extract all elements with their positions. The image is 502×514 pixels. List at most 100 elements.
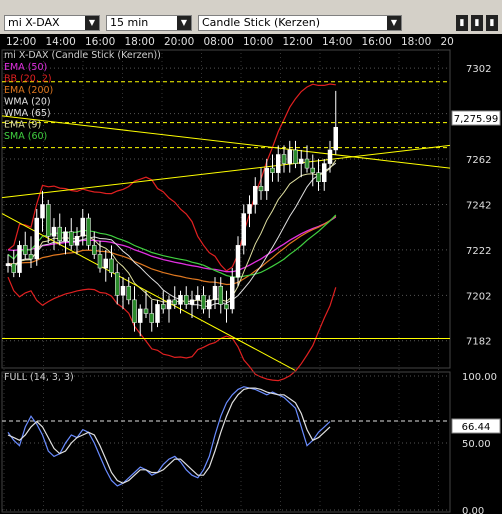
chevron-down-icon[interactable]: ▼ [177,16,191,30]
candle-body [230,276,235,310]
toolbar: mi X-DAX ▼ 15 min ▼ Candle Stick (Kerzen… [0,0,502,34]
legend-entry: SMA (60) [4,131,47,142]
down-trend-line [1,213,296,371]
legend-entry: EMA (200) [4,85,53,96]
candle-body [322,163,327,182]
candle-body [281,154,287,164]
stochastic-title: FULL (14, 3, 3) [4,372,74,383]
chevron-down-icon[interactable]: ▼ [387,16,401,30]
candle-body [201,295,206,310]
stochastic-grid [2,375,450,511]
candle-body [149,313,154,323]
candle-body [207,299,212,310]
candle-body [97,254,103,269]
bollinger-bands [7,83,337,382]
candle-body [63,231,68,242]
candle-body [40,204,45,219]
candle-body [103,258,108,269]
candle-body [28,254,34,260]
candle-body [5,263,11,267]
stochastic-panel: 100.00 50.00 0.00 FULL (14, 3, 3) 66.44 [1,371,501,514]
candle-body [287,149,292,164]
interval-select[interactable]: 15 min ▼ [106,15,192,31]
time-label: 20:00 [164,36,194,48]
candle-body [115,272,120,296]
time-label: 16:00 [85,36,115,48]
price-tick-label: 7242 [466,200,491,211]
candle-body [327,149,333,164]
chart-button-3[interactable]: ▮ [486,15,498,31]
candle-body [132,299,137,323]
instrument-select[interactable]: mi X-DAX ▼ [4,15,100,31]
time-label: 18:00 [125,36,155,48]
candle-body [270,167,275,173]
rising-trend-line [1,144,451,199]
time-label: 14:00 [322,36,352,48]
ema-50-line [7,216,337,273]
bb-upper-line [7,83,336,272]
candle-body [235,245,241,278]
candle-body [34,217,39,260]
time-label: 12:00 [283,36,313,48]
candles [5,90,338,337]
candle-body [310,167,315,173]
sma-60-line [7,214,337,278]
price-tick-label: 7182 [466,337,491,348]
last-price-label: 7,275.99 [454,114,499,125]
stochastic-tick-label: 50.00 [462,439,491,450]
candle-body [161,304,166,310]
price-tick-label: 7222 [466,246,491,257]
candle-body [333,126,338,151]
time-label: 08:00 [204,36,234,48]
candle-body [212,285,218,301]
candle-body [304,158,310,169]
candle-body [184,295,189,305]
time-axis: 12:00 14:00 16:00 18:00 20:00 08:00 10:00 12:00… [0,34,502,49]
price-tick-label: 7302 [466,64,491,75]
candle-body [316,172,321,182]
candle-body [189,299,195,305]
candle-body [258,186,264,192]
chart-style-select[interactable]: Candle Stick (Kerzen) ▼ [198,15,402,31]
candle-body [11,263,16,273]
candle-body [155,304,160,323]
candle-body [46,204,51,237]
candle-body [247,204,252,214]
stochastic-axis: 100.00 50.00 0.00 [462,372,497,514]
legend-entry: BB (20, 2) [4,74,52,85]
candle-body [178,295,183,305]
stochastic-tick-label: 100.00 [462,372,497,383]
stochastic-tick-label: 0.00 [462,506,484,514]
instrument-value: mi X-DAX [8,16,60,29]
ema-200-line [7,215,337,286]
falling-trend-line [1,115,451,169]
legend: EMA (50)BB (20, 2)EMA (200)WMA (20)WMA (… [4,62,53,142]
legend-entry: EMA (50) [4,62,47,73]
price-tick-label: 7202 [466,291,491,302]
chart-style-value: Candle Stick (Kerzen) [202,16,321,29]
stochastic-d-line [7,387,331,484]
price-panel: 7302728272627242722272027182 EMA (50)BB … [1,49,501,512]
time-label: 16:00 [362,36,392,48]
legend-entry: WMA (65) [4,108,51,119]
legend-entry: WMA (20) [4,97,51,108]
bb-lower-line [7,276,337,382]
candle-body [195,295,200,301]
time-label: 14:00 [46,36,76,48]
stochastic-last-value: 66.44 [462,422,491,433]
interval-value: 15 min [110,16,149,29]
candle-body [17,245,22,273]
candle-body [74,236,80,246]
candle-body [166,299,172,310]
chart-button-1[interactable]: ▮ [456,15,468,31]
candle-body [69,231,74,246]
time-label: 10:00 [243,36,273,48]
chevron-down-icon[interactable]: ▼ [85,16,99,30]
candle-body [143,308,149,314]
candle-body [218,285,223,305]
price-tick-label: 7262 [466,155,491,166]
candle-body [51,226,57,237]
time-label: 20 [441,36,454,48]
chart-button-2[interactable]: ▮ [471,15,483,31]
time-label: 18:00 [401,36,431,48]
